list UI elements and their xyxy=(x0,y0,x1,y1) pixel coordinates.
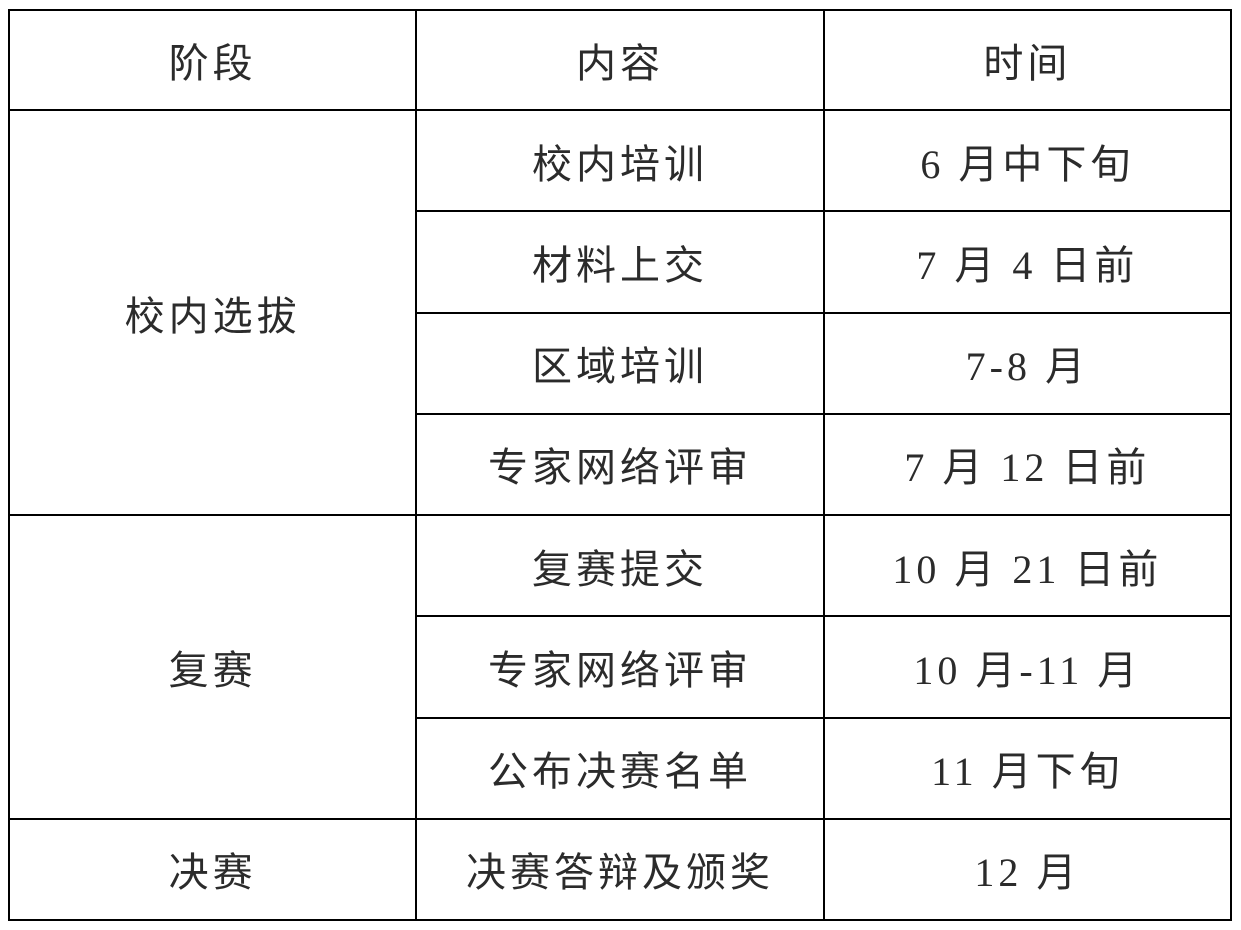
time-cell: 10 月 21 日前 xyxy=(822,513,1233,618)
time-cell: 11 月下旬 xyxy=(822,716,1233,820)
content-cell: 区域培训 xyxy=(415,311,825,415)
time-cell: 12 月 xyxy=(822,817,1233,922)
header-stage: 阶段 xyxy=(7,9,418,111)
time-cell: 7 月 12 日前 xyxy=(822,412,1233,517)
table-row: 专家网络评审 7 月 12 日前 xyxy=(9,412,1233,517)
stage-cell-semifinal: 复赛 xyxy=(7,514,418,820)
schedule-table: 阶段 内容 时间 校内选拔 校内培训 6 月中下旬 材料上交 7 月 4 日前 … xyxy=(7,9,1233,922)
content-cell: 材料上交 xyxy=(415,210,825,314)
content-cell: 决赛答辩及颁奖 xyxy=(415,817,825,922)
table-row: 决赛 决赛答辩及颁奖 12 月 xyxy=(7,817,1233,922)
header-row: 阶段 内容 时间 xyxy=(7,9,1233,111)
time-cell: 7-8 月 xyxy=(822,311,1233,415)
content-cell: 复赛提交 xyxy=(415,513,825,618)
table-row: 专家网络评审 10 月-11 月 xyxy=(9,615,1233,719)
table-row: 校内选拔 校内培训 6 月中下旬 xyxy=(7,108,1233,516)
content-cell: 专家网络评审 xyxy=(415,412,825,517)
content-cell: 专家网络评审 xyxy=(415,615,825,719)
table-row: 复赛 复赛提交 10 月 21 日前 xyxy=(7,513,1233,820)
time-cell: 6 月中下旬 xyxy=(822,108,1233,213)
content-cell: 校内培训 xyxy=(415,108,825,213)
stage-cell-school-selection: 校内选拔 xyxy=(7,109,418,516)
header-time: 时间 xyxy=(822,9,1233,111)
stage-cell-final: 决赛 xyxy=(7,817,418,922)
content-cell: 公布决赛名单 xyxy=(415,716,825,820)
time-cell: 10 月-11 月 xyxy=(822,615,1233,719)
table-row: 公布决赛名单 11 月下旬 xyxy=(9,716,1233,820)
time-cell: 7 月 4 日前 xyxy=(822,210,1233,314)
table-row: 区域培训 7-8 月 xyxy=(9,311,1233,415)
table-row: 材料上交 7 月 4 日前 xyxy=(9,210,1233,314)
header-content: 内容 xyxy=(415,9,825,111)
